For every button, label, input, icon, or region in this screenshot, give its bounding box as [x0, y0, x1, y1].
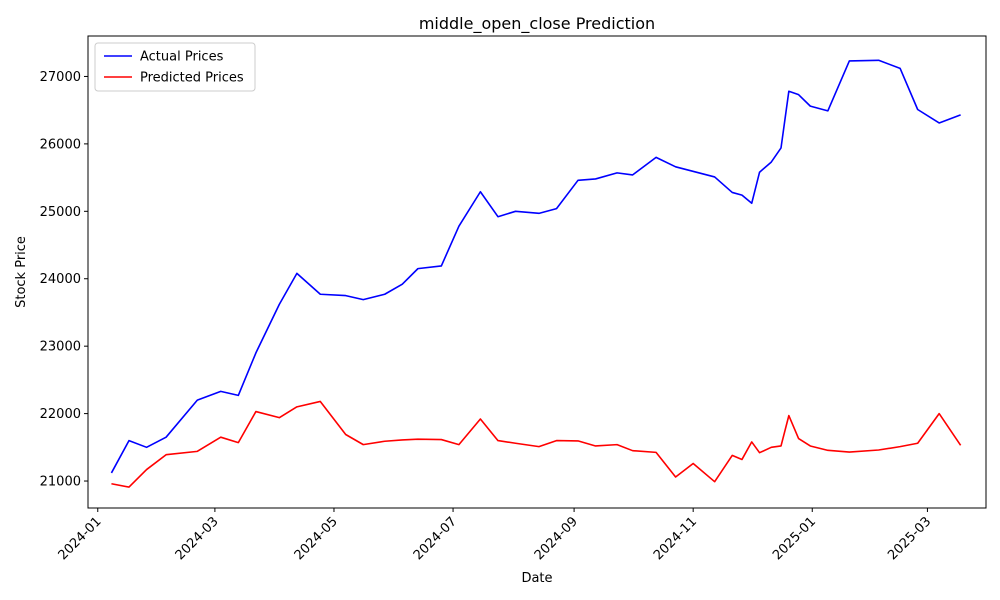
series-layer [110, 59, 962, 488]
y-tick-label: 23000 [40, 340, 81, 355]
legend: Actual Prices Predicted Prices [94, 42, 256, 92]
y-tick-label: 26000 [40, 137, 81, 152]
chart-title: middle_open_close Prediction [419, 14, 655, 34]
legend-label-predicted-prices: Predicted Prices [140, 71, 244, 86]
legend-box [94, 42, 256, 92]
series-line-predicted-prices [111, 400, 962, 488]
x-axis-title: Date [521, 571, 552, 586]
y-axis: 21000 22000 23000 24000 25000 26000 27000 [40, 70, 88, 490]
y-tick-label: 24000 [40, 272, 81, 287]
series-line-actual-prices [110, 59, 961, 474]
y-tick-label: 21000 [40, 475, 81, 490]
y-tick-label: 27000 [40, 70, 81, 85]
y-tick-label: 22000 [40, 407, 81, 422]
legend-label-actual-prices: Actual Prices [140, 50, 224, 65]
y-tick-label: 25000 [40, 205, 81, 220]
plot-frame [87, 35, 987, 509]
y-axis-title: Stock Price [14, 236, 29, 308]
